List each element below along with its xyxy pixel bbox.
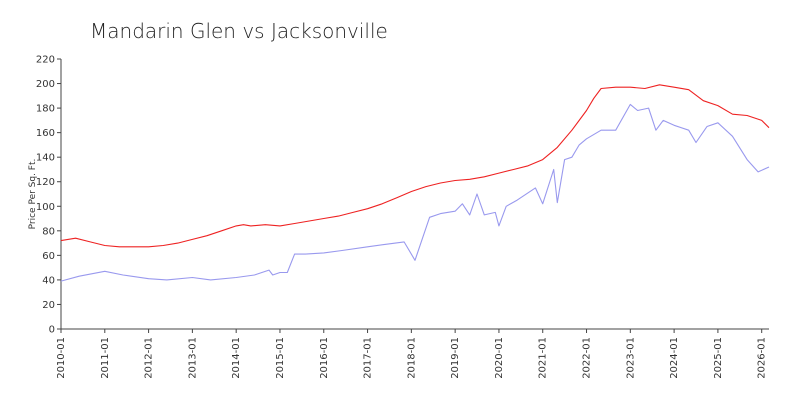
y-tick-label: 160	[36, 128, 55, 139]
x-tick-label: 2016-01	[319, 337, 330, 379]
y-tick-label: 220	[36, 55, 55, 66]
y-tick-label: 100	[36, 202, 55, 213]
axes: 0 20 40 60 80 100 120 140 160 180 200 220 2010-01 201…	[36, 55, 769, 379]
y-tick-label: 120	[36, 177, 55, 188]
y-tick-label: 0	[49, 325, 55, 336]
series-group	[60, 84, 770, 282]
x-tick-label: 2015-01	[275, 337, 286, 379]
y-tick-label: 80	[42, 226, 55, 237]
y-tick-label: 60	[42, 251, 55, 262]
y-axis-label: Price Per Sq. Ft.	[28, 159, 38, 230]
x-tick-label: 2021-01	[538, 337, 549, 379]
x-tick-label: 2013-01	[187, 337, 198, 379]
y-tick-label: 140	[36, 153, 55, 164]
y-tick-label: 20	[42, 300, 55, 311]
x-tick-label: 2011-01	[100, 337, 111, 379]
x-tick-label: 2026-01	[757, 337, 768, 379]
x-tick-label: 2020-01	[494, 337, 505, 379]
x-tick-label: 2022-01	[582, 337, 593, 379]
x-tick-label: 2012-01	[144, 337, 155, 379]
series-line-2	[60, 103, 770, 282]
x-tick-label: 2024-01	[669, 337, 680, 379]
x-tick-label: 2010-01	[56, 337, 67, 379]
y-tick-label: 180	[36, 104, 55, 115]
x-tick-label: 2014-01	[231, 337, 242, 379]
x-tick-label: 2017-01	[363, 337, 374, 379]
y-tick-label: 40	[42, 275, 55, 286]
x-tick-label: 2025-01	[713, 337, 724, 379]
series-line-1	[60, 84, 770, 248]
chart-title: Mandarin Glen vs Jacksonville	[90, 19, 388, 43]
y-tick-label: 200	[36, 79, 55, 90]
x-tick-label: 2023-01	[625, 337, 636, 379]
x-tick-label: 2019-01	[450, 337, 461, 379]
x-tick-label: 2018-01	[406, 337, 417, 379]
